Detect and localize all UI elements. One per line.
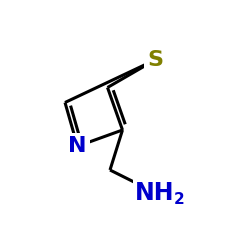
Text: N: N — [68, 136, 87, 156]
Text: 2: 2 — [174, 192, 184, 207]
Text: NH: NH — [135, 180, 175, 204]
Text: S: S — [147, 50, 163, 70]
